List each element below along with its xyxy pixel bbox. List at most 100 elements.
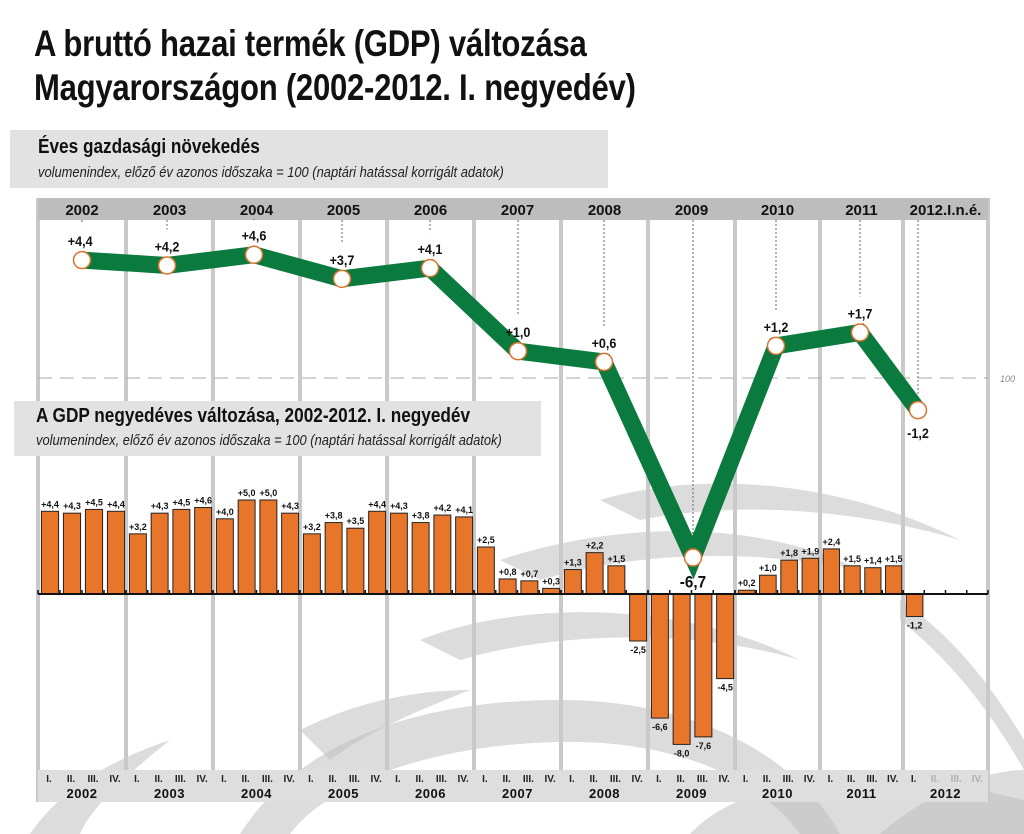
year-label: 2003 xyxy=(153,202,186,219)
bar-value-label: +1,9 xyxy=(801,546,819,556)
annual-panel-header: Éves gazdasági növekedés volumenindex, e… xyxy=(10,130,608,188)
quarter-bar xyxy=(455,516,474,595)
quarterly-panel-subheading: volumenindex, előző év azonos időszaka =… xyxy=(36,432,502,449)
quarter-bar xyxy=(864,567,882,595)
quarter-tick-label: IV. xyxy=(972,774,984,785)
bar-value-label: +1,3 xyxy=(564,558,582,568)
quarter-bar xyxy=(759,574,777,595)
watermark-swoosh xyxy=(420,612,800,660)
annual-panel-heading: Éves gazdasági növekedés xyxy=(38,136,260,158)
annual-value-label: +4,6 xyxy=(242,228,267,244)
quarter-bar xyxy=(106,510,126,595)
quarter-bar xyxy=(629,593,648,642)
bar-value-label: +3,2 xyxy=(303,522,321,532)
annual-panel-subheading: volumenindex, előző év azonos időszaka =… xyxy=(38,164,504,181)
quarter-bar xyxy=(302,533,321,595)
quarter-bar xyxy=(215,518,234,595)
year-label: 2004 xyxy=(240,202,274,219)
quarter-tick-label: IV. xyxy=(544,774,556,785)
quarter-bar xyxy=(585,552,604,595)
quarter-tick-label: I. xyxy=(569,774,575,785)
quarter-tick-label: II. xyxy=(502,774,511,785)
bar-value-label: +1,5 xyxy=(885,554,903,564)
bar-value-label: +1,5 xyxy=(843,554,861,564)
quarter-bar xyxy=(716,593,735,680)
quarter-tick-label: IV. xyxy=(196,774,208,785)
bar-value-label: +3,5 xyxy=(346,516,364,526)
title-line-1: A bruttó hazai termék (GDP) változása xyxy=(34,23,587,64)
bar-value-label: +4,5 xyxy=(85,497,103,507)
quarter-bar xyxy=(259,499,278,595)
quarter-bar xyxy=(324,522,343,595)
quarter-bar xyxy=(172,508,191,595)
quarter-tick-label: I. xyxy=(911,774,917,785)
grid-lines xyxy=(36,198,990,802)
zero-baseline xyxy=(37,590,989,595)
quarter-year-label: 2002 xyxy=(67,786,98,801)
quarter-bar xyxy=(780,559,798,595)
quarterly-panel-header: A GDP negyedéves változása, 2002-2012. I… xyxy=(14,401,541,456)
quarter-tick-label: II. xyxy=(67,774,76,785)
quarter-tick-label: II. xyxy=(931,774,940,785)
quarter-tick-label: II. xyxy=(589,774,598,785)
bar-value-label: -4,5 xyxy=(717,683,733,693)
quarter-tick-label: III. xyxy=(783,774,794,785)
year-label: 2002 xyxy=(65,202,98,219)
bar-value-label: +4,3 xyxy=(390,501,408,511)
annual-value-label: +4,2 xyxy=(155,239,180,255)
quarter-bar xyxy=(433,514,452,595)
quarter-tick-label: I. xyxy=(221,774,227,785)
quarter-year-label: 2005 xyxy=(328,786,359,801)
quarter-bar xyxy=(476,546,495,595)
quarter-bar xyxy=(62,512,82,595)
quarter-bar xyxy=(389,512,408,595)
quarter-tick-label: IV. xyxy=(631,774,643,785)
bar-value-label: +0,7 xyxy=(520,569,538,579)
bar-value-label: +1,0 xyxy=(759,563,777,573)
annual-point xyxy=(332,269,352,289)
quarter-tick-label: IV. xyxy=(887,774,899,785)
quarter-tick-label: I. xyxy=(828,774,834,785)
bar-value-label: -7,6 xyxy=(696,741,712,751)
annual-point xyxy=(508,341,528,361)
bar-value-label: -6,6 xyxy=(652,722,668,732)
bar-value-label: +0,2 xyxy=(738,578,756,588)
quarter-tick-label: I. xyxy=(46,774,52,785)
bar-value-label: +4,4 xyxy=(41,499,59,509)
quarter-year-label: 2012 xyxy=(930,786,961,801)
quarter-bar xyxy=(563,569,582,595)
quarter-year-label: 2004 xyxy=(241,786,272,801)
quarter-axis-bottom: I. II. III. IV. 2002 I. II. III. IV. 2003 I. II. III… xyxy=(38,770,988,802)
bar-value-label: +1,8 xyxy=(780,548,798,558)
quarter-bar xyxy=(885,565,903,595)
bar-value-label: +4,4 xyxy=(107,499,125,509)
quarter-year-label: 2008 xyxy=(589,786,620,801)
quarter-tick-label: IV. xyxy=(370,774,382,785)
annual-value-label: -1,2 xyxy=(907,426,929,442)
quarter-tick-label: I. xyxy=(743,774,749,785)
year-label: 2010 xyxy=(761,202,794,219)
quarter-tick-label: IV. xyxy=(109,774,121,785)
quarter-tick-label: I. xyxy=(134,774,140,785)
bar-value-label: +2,2 xyxy=(586,541,604,551)
bar-value-label: +4,3 xyxy=(63,501,81,511)
quarter-bar xyxy=(40,510,60,595)
year-label: 2007 xyxy=(501,202,534,219)
bar-value-label: +2,4 xyxy=(822,537,840,547)
quarter-year-label: 2007 xyxy=(502,786,533,801)
bar-value-label: +0,3 xyxy=(542,576,560,586)
annual-value-label: +0,6 xyxy=(592,335,617,351)
bar-value-label: +4,1 xyxy=(455,505,473,515)
quarter-bar xyxy=(368,510,387,595)
annual-point xyxy=(683,548,703,567)
annual-value-label: +1,7 xyxy=(848,306,873,322)
bar-value-label: +4,2 xyxy=(433,503,451,513)
quarter-tick-label: III. xyxy=(436,774,447,785)
quarter-tick-label: III. xyxy=(349,774,360,785)
bar-value-label: +3,8 xyxy=(325,511,343,521)
quarter-bar xyxy=(498,578,517,595)
year-band xyxy=(38,198,988,220)
year-label: 2011 xyxy=(845,202,878,219)
bar-value-label: +5,0 xyxy=(259,488,277,498)
